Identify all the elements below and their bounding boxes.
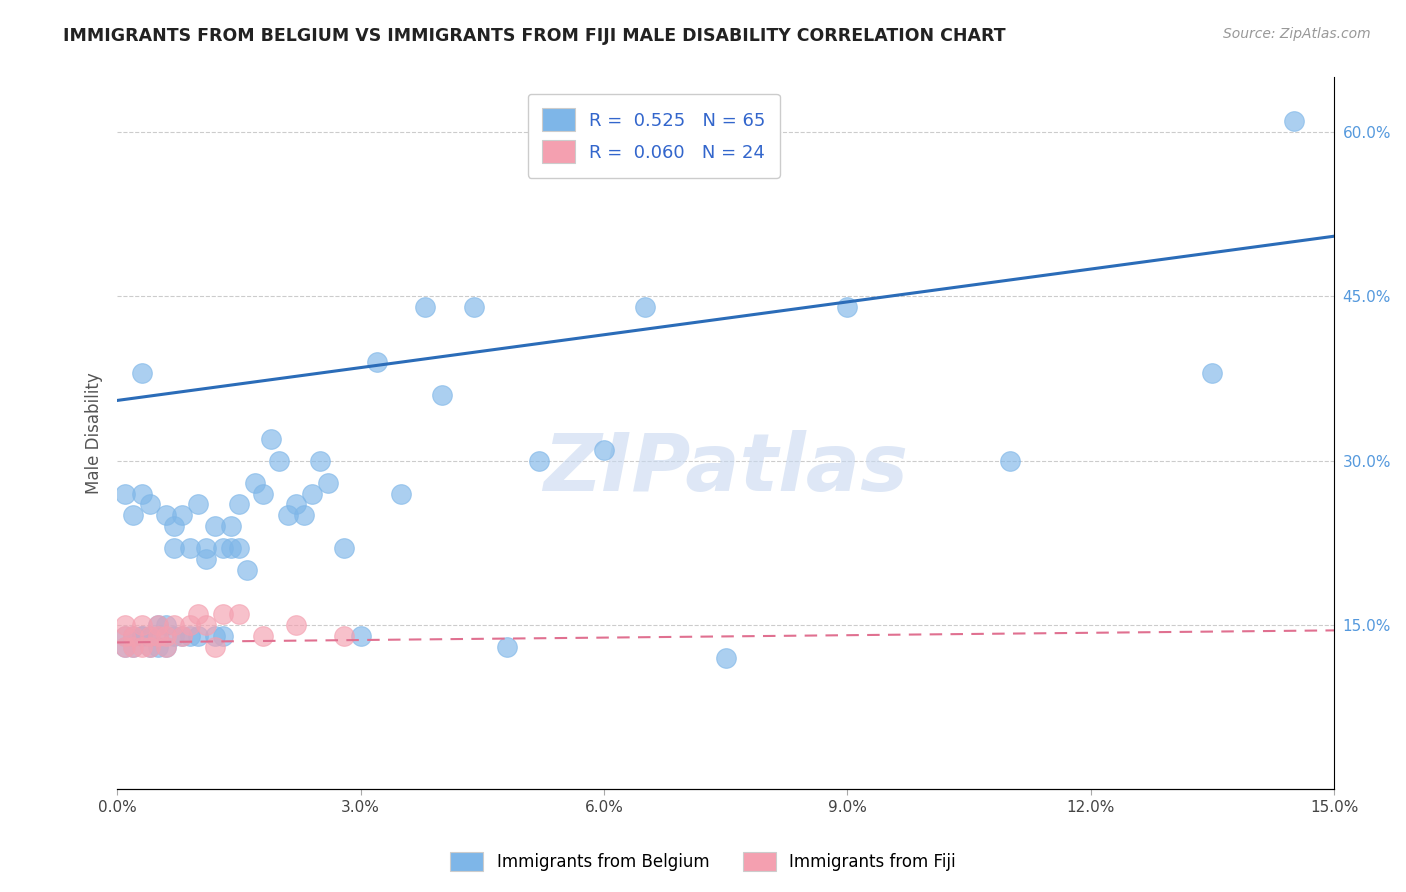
Point bbox=[309, 453, 332, 467]
Point bbox=[131, 629, 153, 643]
Point bbox=[527, 453, 550, 467]
Point bbox=[163, 618, 186, 632]
Point bbox=[228, 541, 250, 556]
Point bbox=[172, 629, 194, 643]
Point bbox=[195, 618, 218, 632]
Point bbox=[252, 486, 274, 500]
Point bbox=[228, 498, 250, 512]
Point bbox=[236, 563, 259, 577]
Point bbox=[187, 498, 209, 512]
Point bbox=[211, 607, 233, 621]
Point bbox=[837, 301, 859, 315]
Point bbox=[138, 629, 160, 643]
Point bbox=[204, 519, 226, 533]
Legend: R =  0.525   N = 65, R =  0.060   N = 24: R = 0.525 N = 65, R = 0.060 N = 24 bbox=[527, 94, 780, 178]
Point bbox=[131, 486, 153, 500]
Point bbox=[131, 618, 153, 632]
Point bbox=[292, 508, 315, 523]
Point bbox=[155, 618, 177, 632]
Point bbox=[195, 541, 218, 556]
Point bbox=[430, 388, 453, 402]
Point bbox=[155, 640, 177, 654]
Point bbox=[114, 618, 136, 632]
Point bbox=[163, 541, 186, 556]
Point bbox=[122, 640, 145, 654]
Point bbox=[138, 640, 160, 654]
Point bbox=[593, 442, 616, 457]
Point bbox=[138, 629, 160, 643]
Point bbox=[122, 508, 145, 523]
Text: Source: ZipAtlas.com: Source: ZipAtlas.com bbox=[1223, 27, 1371, 41]
Text: ZIPatlas: ZIPatlas bbox=[543, 430, 908, 508]
Point bbox=[389, 486, 412, 500]
Point bbox=[204, 629, 226, 643]
Point bbox=[122, 629, 145, 643]
Point bbox=[172, 629, 194, 643]
Point bbox=[172, 508, 194, 523]
Point bbox=[495, 640, 517, 654]
Point bbox=[219, 541, 242, 556]
Point bbox=[187, 607, 209, 621]
Point bbox=[114, 486, 136, 500]
Point bbox=[228, 607, 250, 621]
Point bbox=[114, 640, 136, 654]
Point bbox=[122, 629, 145, 643]
Point bbox=[146, 618, 169, 632]
Point bbox=[219, 519, 242, 533]
Point bbox=[1282, 114, 1305, 128]
Point bbox=[195, 552, 218, 566]
Point bbox=[163, 629, 186, 643]
Point bbox=[998, 453, 1021, 467]
Point bbox=[138, 498, 160, 512]
Point bbox=[260, 432, 283, 446]
Point bbox=[114, 629, 136, 643]
Point bbox=[204, 640, 226, 654]
Point bbox=[211, 541, 233, 556]
Point bbox=[155, 629, 177, 643]
Point bbox=[714, 650, 737, 665]
Point bbox=[131, 629, 153, 643]
Point bbox=[463, 301, 485, 315]
Point bbox=[122, 640, 145, 654]
Point bbox=[131, 640, 153, 654]
Point bbox=[138, 640, 160, 654]
Point bbox=[211, 629, 233, 643]
Point bbox=[333, 629, 356, 643]
Text: IMMIGRANTS FROM BELGIUM VS IMMIGRANTS FROM FIJI MALE DISABILITY CORRELATION CHAR: IMMIGRANTS FROM BELGIUM VS IMMIGRANTS FR… bbox=[63, 27, 1005, 45]
Point bbox=[187, 629, 209, 643]
Point bbox=[269, 453, 291, 467]
Point bbox=[316, 475, 339, 490]
Point bbox=[301, 486, 323, 500]
Y-axis label: Male Disability: Male Disability bbox=[86, 373, 103, 494]
Point bbox=[146, 629, 169, 643]
Point bbox=[146, 629, 169, 643]
Point bbox=[179, 618, 201, 632]
Legend: Immigrants from Belgium, Immigrants from Fiji: Immigrants from Belgium, Immigrants from… bbox=[441, 843, 965, 880]
Point bbox=[114, 640, 136, 654]
Point bbox=[131, 366, 153, 380]
Point bbox=[155, 640, 177, 654]
Point bbox=[114, 629, 136, 643]
Point bbox=[633, 301, 655, 315]
Point bbox=[163, 519, 186, 533]
Point bbox=[349, 629, 371, 643]
Point bbox=[243, 475, 266, 490]
Point bbox=[252, 629, 274, 643]
Point bbox=[179, 541, 201, 556]
Point bbox=[1201, 366, 1223, 380]
Point bbox=[284, 618, 307, 632]
Point bbox=[155, 508, 177, 523]
Point bbox=[179, 629, 201, 643]
Point bbox=[146, 640, 169, 654]
Point bbox=[415, 301, 437, 315]
Point bbox=[146, 618, 169, 632]
Point bbox=[284, 498, 307, 512]
Point bbox=[277, 508, 299, 523]
Point bbox=[333, 541, 356, 556]
Point bbox=[366, 355, 388, 369]
